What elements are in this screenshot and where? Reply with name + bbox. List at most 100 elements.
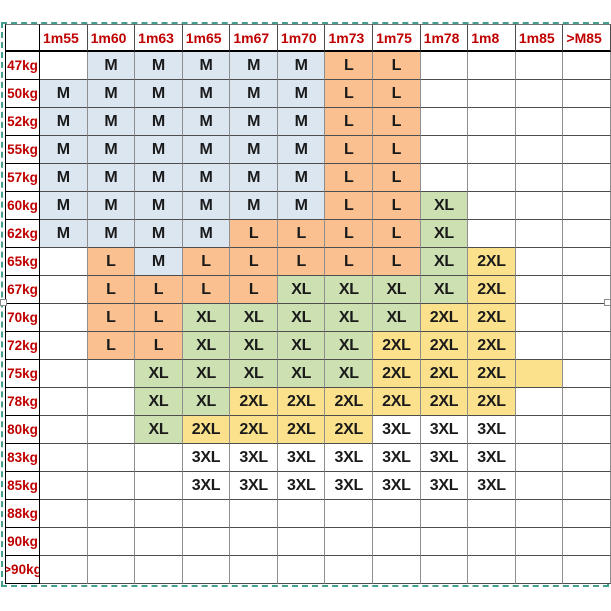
size-cell: XL xyxy=(373,276,421,304)
size-cell xyxy=(87,500,136,528)
size-cell xyxy=(420,556,469,584)
size-cell xyxy=(135,444,183,472)
size-cell: M xyxy=(182,108,231,136)
size-cell: M xyxy=(277,136,326,164)
size-cell: 2XL xyxy=(373,388,421,416)
size-cell xyxy=(87,528,136,556)
height-header: 1m78 xyxy=(420,24,469,52)
size-cell: L xyxy=(182,248,231,276)
weight-label: 52kg xyxy=(5,108,40,136)
height-header: 1m60 xyxy=(87,24,136,52)
size-cell: M xyxy=(87,164,136,192)
height-header: 1m85 xyxy=(515,24,564,52)
weight-label: 85kg xyxy=(5,472,40,500)
size-cell: M xyxy=(87,52,136,80)
size-cell xyxy=(40,276,88,304)
size-cell: XL xyxy=(277,304,326,332)
size-cell: 3XL xyxy=(325,472,374,500)
size-cell: M xyxy=(277,192,326,220)
size-cell: L xyxy=(325,80,374,108)
size-cell xyxy=(515,332,564,360)
size-cell: XL xyxy=(182,304,231,332)
size-cell xyxy=(515,556,564,584)
height-header: 1m65 xyxy=(182,24,231,52)
height-header: 1m8 xyxy=(468,24,516,52)
size-cell: M xyxy=(87,80,136,108)
size-cell: L xyxy=(325,136,374,164)
size-cell xyxy=(563,248,611,276)
size-cell: 2XL xyxy=(468,276,516,304)
size-cell: M xyxy=(230,164,278,192)
size-cell: L xyxy=(325,164,374,192)
size-cell xyxy=(515,80,564,108)
size-cell: L xyxy=(277,248,326,276)
size-cell: M xyxy=(87,136,136,164)
size-cell xyxy=(420,52,469,80)
size-cell: 3XL xyxy=(468,472,516,500)
weight-label: 65kg xyxy=(5,248,40,276)
size-cell xyxy=(135,472,183,500)
weight-label: 80kg xyxy=(5,416,40,444)
size-cell xyxy=(515,500,564,528)
size-cell xyxy=(87,556,136,584)
size-cell xyxy=(40,332,88,360)
size-cell: 2XL xyxy=(182,416,231,444)
size-cell: 2XL xyxy=(420,304,469,332)
size-cell: M xyxy=(135,80,183,108)
weight-label: 78kg xyxy=(5,388,40,416)
weight-label: 55kg xyxy=(5,136,40,164)
size-cell xyxy=(40,360,88,388)
weight-label: 50kg xyxy=(5,80,40,108)
size-cell: XL xyxy=(135,388,183,416)
weight-label: 90kg xyxy=(5,528,40,556)
size-cell xyxy=(563,444,611,472)
size-cell: M xyxy=(40,108,88,136)
size-cell: XL xyxy=(135,360,183,388)
size-cell xyxy=(420,528,469,556)
weight-label: 70kg xyxy=(5,304,40,332)
size-cell: XL xyxy=(182,388,231,416)
size-cell: L xyxy=(135,276,183,304)
size-cell xyxy=(515,528,564,556)
weight-label: 47kg xyxy=(5,52,40,80)
size-cell: M xyxy=(40,164,88,192)
size-cell: XL xyxy=(135,416,183,444)
size-cell xyxy=(420,108,469,136)
height-header: 1m70 xyxy=(277,24,326,52)
size-cell: 3XL xyxy=(277,444,326,472)
size-cell: L xyxy=(277,220,326,248)
size-cell: M xyxy=(182,80,231,108)
size-cell xyxy=(515,108,564,136)
size-cell xyxy=(325,500,374,528)
size-cell: L xyxy=(325,192,374,220)
size-cell xyxy=(420,500,469,528)
size-cell: L xyxy=(325,248,374,276)
size-cell: L xyxy=(373,136,421,164)
size-cell: M xyxy=(87,108,136,136)
height-header: 1m55 xyxy=(40,24,88,52)
size-cell xyxy=(87,360,136,388)
size-cell: 3XL xyxy=(230,472,278,500)
weight-label: >90kg xyxy=(5,556,40,584)
size-cell: M xyxy=(277,108,326,136)
size-cell xyxy=(563,192,611,220)
size-cell: L xyxy=(325,52,374,80)
size-cell: 3XL xyxy=(230,444,278,472)
size-cell xyxy=(563,332,611,360)
size-cell: M xyxy=(135,220,183,248)
size-cell xyxy=(182,556,231,584)
size-cell xyxy=(515,136,564,164)
size-cell xyxy=(230,556,278,584)
size-cell: 2XL xyxy=(468,304,516,332)
size-cell xyxy=(87,472,136,500)
size-cell: L xyxy=(87,248,136,276)
size-cell xyxy=(420,164,469,192)
selection-handle-right[interactable] xyxy=(604,299,611,306)
size-cell: XL xyxy=(277,332,326,360)
selection-handle-left[interactable] xyxy=(0,299,7,306)
size-cell: 2XL xyxy=(277,416,326,444)
size-cell: L xyxy=(135,332,183,360)
size-cell: XL xyxy=(325,304,374,332)
size-cell xyxy=(563,500,611,528)
size-cell xyxy=(515,472,564,500)
